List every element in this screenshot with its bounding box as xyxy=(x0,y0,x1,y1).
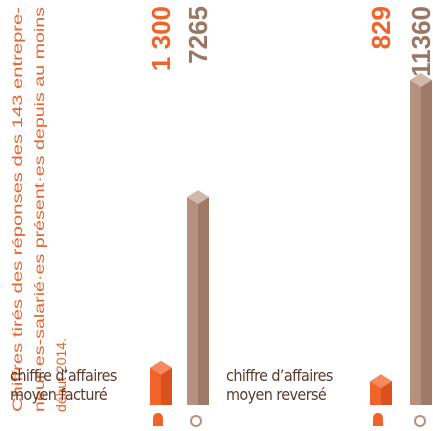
category-label: chiffre d’affaires moyen reversé xyxy=(226,366,333,404)
value-label: 7265 xyxy=(183,6,213,64)
caption-line: Chiffres tirés des réponses des 143 entr… xyxy=(9,7,25,412)
bar-cap xyxy=(370,374,392,389)
category-label: chiffre d’affaires moyen facturé xyxy=(10,366,117,404)
caption-line: début 2014. xyxy=(53,338,69,412)
bar-cap xyxy=(150,360,172,375)
bar-side xyxy=(421,80,432,405)
female-icon xyxy=(153,413,383,426)
caption-line: neur·es-salarié·es présent·es depuis au … xyxy=(31,7,47,412)
bar-cap xyxy=(410,73,432,87)
bar-side xyxy=(381,381,392,405)
value-label: 829 xyxy=(366,6,396,49)
value-label: 11360 xyxy=(406,6,433,77)
male-icon xyxy=(190,415,426,427)
bar-side xyxy=(198,197,209,405)
bar-cap xyxy=(187,190,209,205)
value-label: 1 300 xyxy=(146,6,176,71)
bar-side xyxy=(161,367,172,405)
